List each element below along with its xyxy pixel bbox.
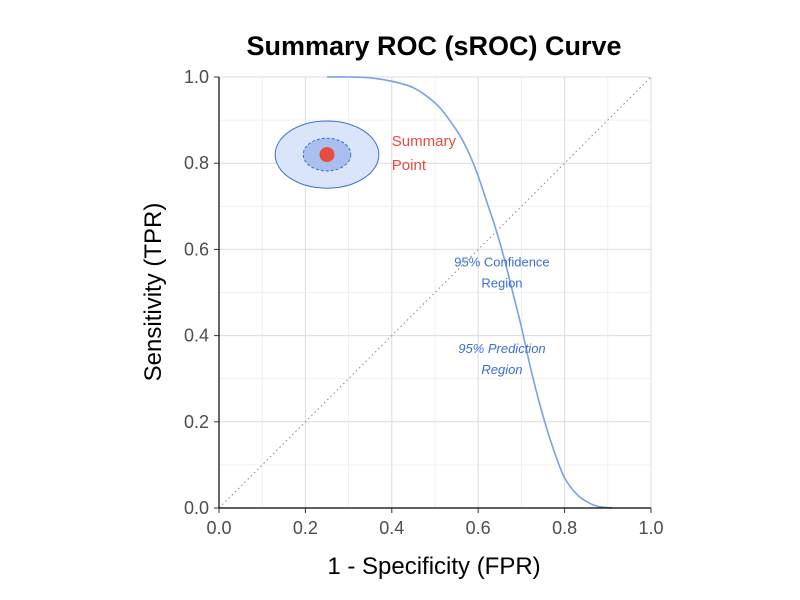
summary-point-label: Summary Point	[392, 133, 457, 174]
y-axis-title: Sensitivity (TPR)	[140, 203, 167, 382]
x-tick-label: 0.8	[552, 518, 577, 538]
y-tick-label: 0.0	[184, 498, 209, 518]
prediction-region-label: 95% Prediction Region	[458, 341, 545, 377]
y-tick-label: 0.6	[184, 239, 209, 259]
x-tick-label: 0.2	[293, 518, 318, 538]
summary-point-group	[319, 147, 335, 163]
grid	[218, 76, 652, 509]
prediction-region-label-line: 95% Prediction	[458, 341, 545, 356]
summary-point-label-line: Summary	[392, 133, 457, 150]
y-tick-label: 0.8	[184, 153, 209, 173]
y-tick-label: 1.0	[184, 67, 209, 87]
diagonal-reference	[218, 76, 652, 509]
confidence-region-label-line: Region	[481, 276, 522, 291]
axes	[218, 77, 651, 509]
sroc-curve	[326, 76, 613, 509]
diagonal-line	[218, 76, 652, 509]
x-tick-label: 1.0	[638, 518, 663, 538]
ticks: 0.0 0.2 0.4 0.6 0.8 1.0 0.0 0.2 0.4 0.6 0.8 1.0	[184, 67, 664, 538]
x-tick-label: 0.4	[379, 518, 404, 538]
x-tick-label: 0.0	[206, 518, 231, 538]
sroc-curve-group	[326, 76, 613, 509]
prediction-region-label-line: Region	[481, 362, 522, 377]
summary-point	[319, 147, 335, 163]
chart-title: Summary ROC (sROC) Curve	[246, 31, 621, 61]
y-tick-label: 0.4	[184, 326, 209, 346]
x-tick-label: 0.6	[466, 518, 491, 538]
y-tick-label: 0.2	[184, 412, 209, 432]
confidence-region-label: 95% Confidence Region	[454, 255, 549, 291]
summary-point-label-line: Point	[392, 157, 427, 174]
x-axis-title: 1 - Specificity (FPR)	[327, 553, 540, 580]
confidence-region-label-line: 95% Confidence	[454, 255, 549, 270]
